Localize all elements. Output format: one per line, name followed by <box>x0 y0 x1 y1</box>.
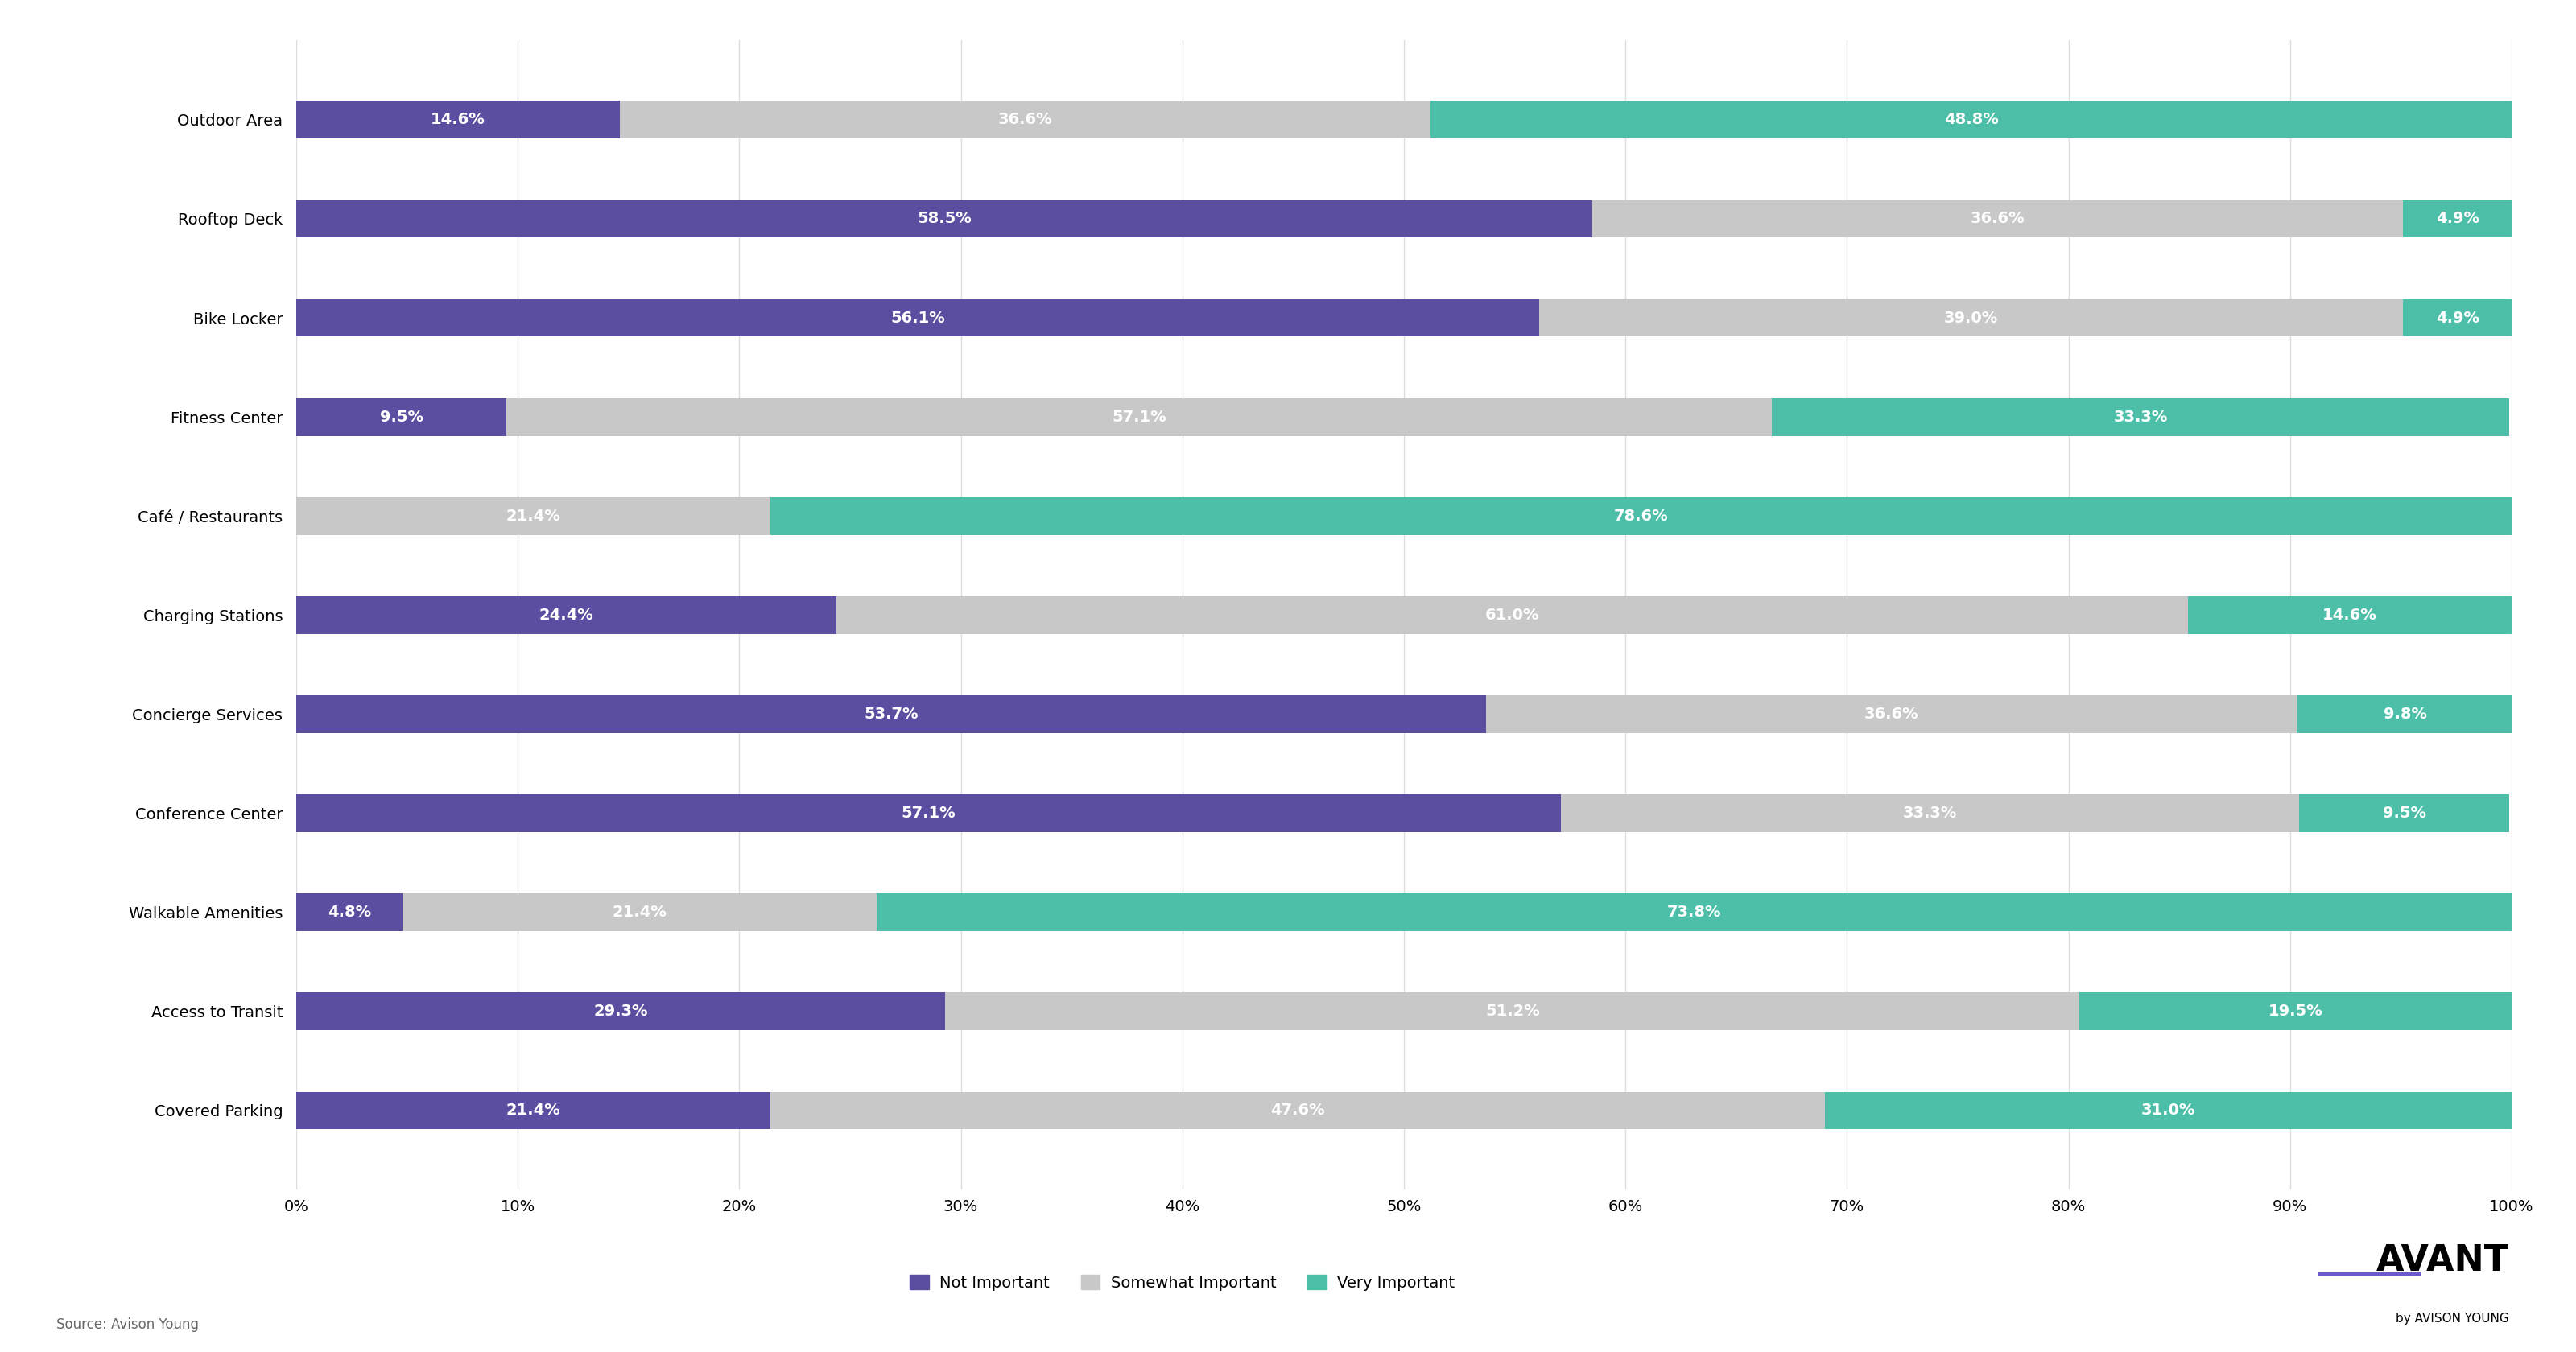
Text: 56.1%: 56.1% <box>891 311 945 326</box>
Text: 48.8%: 48.8% <box>1945 112 1999 127</box>
Text: 14.6%: 14.6% <box>430 112 484 127</box>
Bar <box>770 498 2512 535</box>
Bar <box>296 1091 770 1129</box>
Bar <box>945 992 2079 1030</box>
Text: 33.3%: 33.3% <box>2112 410 2166 425</box>
Bar <box>770 1091 1824 1129</box>
Text: 19.5%: 19.5% <box>2269 1003 2324 1019</box>
Text: 61.0%: 61.0% <box>1486 607 1540 623</box>
Text: 33.3%: 33.3% <box>1904 806 1958 821</box>
Text: AVANT: AVANT <box>2375 1242 2509 1278</box>
Text: 29.3%: 29.3% <box>592 1003 649 1019</box>
Bar <box>402 894 876 932</box>
Text: 58.5%: 58.5% <box>917 211 971 227</box>
Bar <box>296 200 1592 238</box>
Bar <box>1592 200 2403 238</box>
Text: by AVISON YOUNG: by AVISON YOUNG <box>2396 1313 2509 1325</box>
Bar <box>296 596 837 634</box>
Text: 9.5%: 9.5% <box>2383 806 2427 821</box>
Text: 14.6%: 14.6% <box>2324 607 2378 623</box>
Text: 4.8%: 4.8% <box>327 904 371 919</box>
Legend: Not Important, Somewhat Important, Very Important: Not Important, Somewhat Important, Very … <box>904 1268 1461 1297</box>
Bar <box>1430 101 2512 139</box>
Bar <box>2298 695 2514 733</box>
Text: 4.9%: 4.9% <box>2434 211 2478 227</box>
Bar <box>296 795 1561 831</box>
Bar <box>507 399 1772 435</box>
Text: 73.8%: 73.8% <box>1667 904 1721 919</box>
Bar <box>2079 992 2512 1030</box>
Text: 57.1%: 57.1% <box>1113 410 1167 425</box>
Bar <box>296 992 945 1030</box>
Text: 78.6%: 78.6% <box>1613 508 1669 523</box>
Bar <box>1486 695 2298 733</box>
Bar <box>296 399 507 435</box>
Text: 31.0%: 31.0% <box>2141 1103 2195 1118</box>
Bar <box>1561 795 2298 831</box>
Bar <box>1538 299 2403 337</box>
Text: 21.4%: 21.4% <box>613 904 667 919</box>
Text: 47.6%: 47.6% <box>1270 1103 1324 1118</box>
Text: 39.0%: 39.0% <box>1945 311 1999 326</box>
Text: 53.7%: 53.7% <box>863 707 917 722</box>
Text: 57.1%: 57.1% <box>902 806 956 821</box>
Bar <box>296 299 1538 337</box>
Text: 36.6%: 36.6% <box>1865 707 1919 722</box>
Text: Source: Avison Young: Source: Avison Young <box>57 1317 198 1332</box>
Text: 4.9%: 4.9% <box>2434 311 2478 326</box>
Bar <box>837 596 2187 634</box>
Bar <box>1772 399 2509 435</box>
Text: 21.4%: 21.4% <box>505 1103 562 1118</box>
Bar <box>621 101 1430 139</box>
Bar <box>296 894 402 932</box>
Text: 36.6%: 36.6% <box>1971 211 2025 227</box>
Bar <box>876 894 2512 932</box>
Bar <box>1824 1091 2512 1129</box>
Bar <box>2298 795 2509 831</box>
Text: 21.4%: 21.4% <box>505 508 562 523</box>
Text: 9.5%: 9.5% <box>379 410 422 425</box>
Text: 51.2%: 51.2% <box>1486 1003 1540 1019</box>
Bar <box>296 498 770 535</box>
Bar <box>2403 299 2512 337</box>
Text: 9.8%: 9.8% <box>2383 707 2427 722</box>
Bar <box>2187 596 2512 634</box>
Text: 36.6%: 36.6% <box>997 112 1054 127</box>
Bar <box>296 101 621 139</box>
Bar <box>296 695 1486 733</box>
Text: 24.4%: 24.4% <box>538 607 595 623</box>
Bar <box>2403 200 2512 238</box>
